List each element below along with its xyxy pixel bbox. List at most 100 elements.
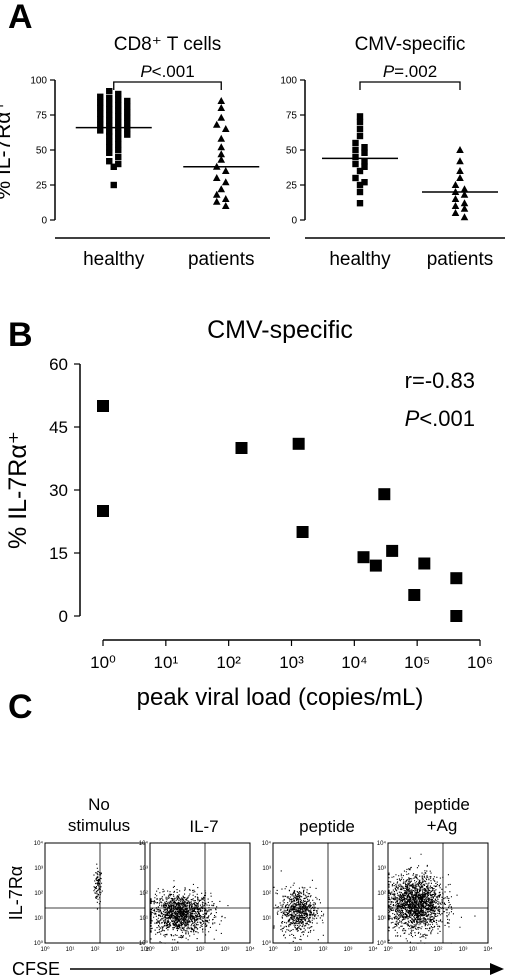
category-label-healthy: healthy [329,249,391,270]
category-label-patients: patients [188,249,255,270]
y-tick-label: 10⁴ [262,840,272,847]
plot-title-2: IL-7 [189,817,218,836]
data-point-healthy [352,146,359,154]
data-point-healthy [97,127,104,134]
x-tick-label: 10⁰ [383,946,393,953]
data-point-healthy [115,130,122,137]
data-point-healthy [352,174,359,182]
p-value-label: P=.002 [383,62,437,81]
panel-letter-c: C [8,688,33,726]
plot-title-1-line-1: No [88,795,110,814]
data-point-patients [217,150,226,158]
y-tick-label: 100 [30,76,47,87]
x-tick-label: 10¹ [171,947,180,953]
y-tick-label: 10³ [377,866,386,872]
category-label-patients: patients [427,249,494,270]
x-tick-label: 10⁴ [140,946,150,953]
data-point-patients [212,197,221,205]
data-point-healthy [124,103,131,110]
data-point-healthy [361,149,368,156]
x-tick-label: 10⁰ [268,946,278,953]
data-point-healthy [97,116,104,123]
chart-title: CMV-specific [355,34,466,55]
x-tick-label: 10¹ [409,947,418,953]
data-point [386,544,399,557]
x-tick-label: 10² [434,947,443,953]
data-point-healthy [106,132,113,140]
x-tick-label: 10⁶ [467,653,493,672]
y-tick-label: 10² [262,891,271,897]
data-point-healthy [106,144,113,151]
data-point-healthy [356,125,364,133]
data-point-patients [217,155,226,163]
p-value-annotation: P<.001 [405,406,475,431]
y-tick-label: 75 [36,111,48,122]
y-tick-label: 10² [34,891,43,897]
data-point-healthy [106,117,113,124]
data-point-patients [451,209,460,216]
y-tick-label: 25 [286,181,298,192]
data-point-healthy [356,167,364,175]
significance-bracket [359,81,461,90]
data-point-healthy [97,93,104,100]
x-tick-label: 10³ [221,947,230,953]
plot-title-4-line-1: peptide [414,795,470,814]
data-point [97,400,109,412]
x-tick-label: 10⁴ [483,946,493,953]
data-point-healthy [115,118,122,126]
y-tick-label: 10⁴ [377,840,387,847]
x-tick-label: 10² [196,947,205,953]
x-tick-label: 10⁰ [40,946,50,953]
data-point-patients [217,97,226,104]
y-tick-label: 10³ [139,866,148,872]
category-label-healthy: healthy [83,249,145,270]
y-tick-label: 0 [291,216,297,227]
y-axis-label: IL-7Rα [6,866,26,920]
plot-title-1-line-2: stimulus [68,816,130,835]
y-tick-label: 0 [59,607,68,626]
y-tick-label: 10² [377,891,386,897]
data-point-healthy [106,88,113,95]
data-point-healthy [361,144,368,151]
data-point-patients [460,204,469,212]
data-point-patients [212,120,221,128]
y-tick-label: 50 [286,146,298,157]
data-point-healthy [106,138,113,145]
data-point-patients [217,113,226,121]
data-point-patients [456,174,464,181]
data-point-healthy [110,163,117,170]
y-tick-label: 10⁰ [34,940,44,947]
plot-frame-1 [44,842,146,944]
panel-c-flow-plots: Nostimulus10⁰10⁰10¹10¹10²10²10³10³10⁴10⁴… [6,795,504,979]
data-point-healthy [356,200,364,207]
y-tick-label: 45 [49,418,68,437]
y-tick-label: 10² [139,891,148,897]
data-point-patients [460,190,469,198]
data-point [296,526,309,538]
data-point-patients [217,185,226,193]
x-tick-label: 10² [216,653,241,672]
y-tick-label: 10³ [262,866,271,872]
y-tick-label: 100 [280,76,297,87]
plot-frame-3 [272,842,374,944]
data-point-healthy [115,146,122,154]
p-value-label: P<.001 [140,62,194,81]
data-point [97,505,109,517]
data-point-healthy [115,96,122,103]
plot-frame-4 [387,842,489,944]
x-tick-label: 10¹ [154,653,179,672]
x-tick-label: 10⁰ [90,653,116,672]
panel-a-cd8-plot: 0 25 50 75 100 CD8⁺ T cells % IL-7Rα⁺ healthy pa… [0,34,270,270]
data-point [450,572,463,585]
y-tick-label: 10³ [34,866,43,872]
data-point-healthy [97,121,104,128]
y-tick-label: 10⁰ [377,940,387,947]
data-point-patients [451,202,460,209]
x-tick-label: 10⁵ [404,653,430,672]
plot-frame-2 [149,842,251,944]
data-point-healthy [106,123,113,130]
panel-letter-b: B [8,316,33,354]
data-point-healthy [97,104,104,112]
data-point-healthy [124,114,131,121]
